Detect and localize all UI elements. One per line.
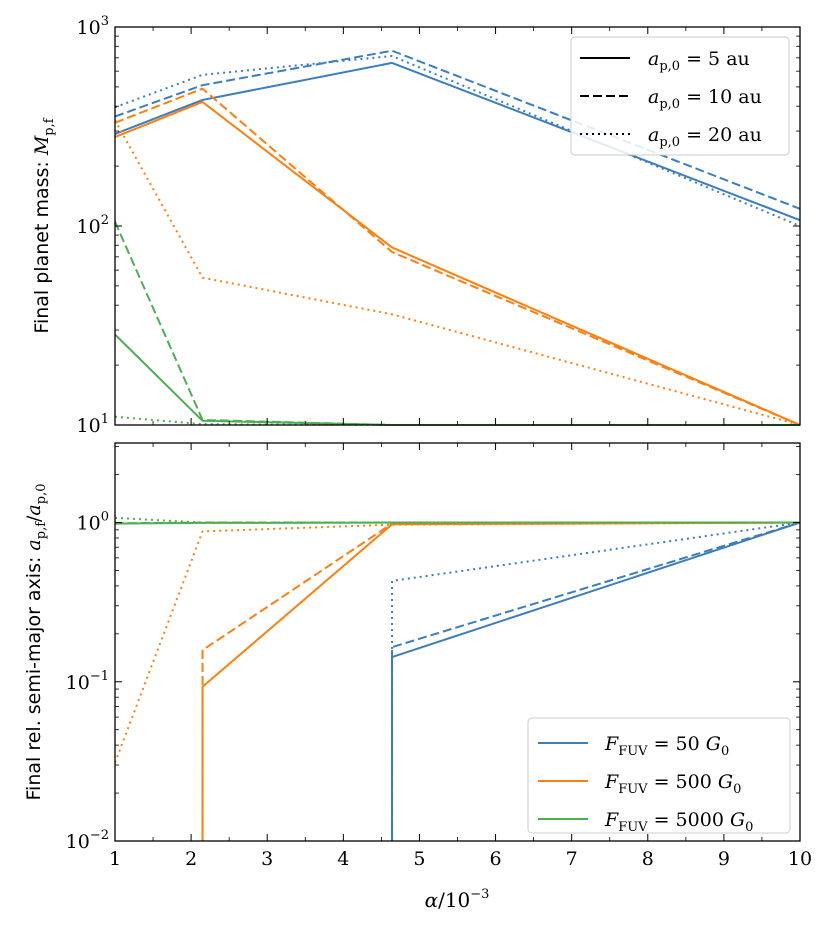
y-tick-label: 102: [77, 213, 109, 238]
axis-ylabel: Final rel. semi-major axis: ap,f/ap,0: [23, 484, 49, 801]
mass-series-line: [114, 49, 801, 210]
mass-legend: ap,0 = 5 au ap,0 = 10 au ap,0 = 20 au: [570, 36, 790, 156]
axis-series-line: [114, 516, 800, 524]
x-tick-label: 2: [185, 848, 197, 870]
mass-legend-box: [570, 36, 790, 156]
axis-xlabel: α/10−3: [425, 887, 490, 912]
x-tick-label: 3: [261, 848, 273, 870]
x-tick-label: 4: [337, 848, 349, 870]
y-tick-label: 101: [77, 412, 109, 437]
flux-legend-label: FFUV = 500 G0: [604, 771, 741, 797]
mass-series-line: [114, 221, 800, 426]
axis-axis-ticks: 10−2 10−1 100 1 2 3 4 5 6 7 8 9 10: [66, 443, 812, 870]
mass-series-line: [114, 100, 801, 426]
y-tick-label: 103: [77, 14, 109, 39]
y-tick-label: 100: [77, 510, 109, 535]
axis-plot-frame: [114, 442, 801, 842]
x-tick-label: 1: [109, 848, 121, 870]
mass-series-line: [114, 119, 801, 426]
flux-legend-box: [527, 717, 791, 834]
axis-series-line: [201, 521, 801, 841]
mass-plot-frame: [114, 26, 801, 426]
y-tick-label: 10−2: [66, 828, 109, 853]
mass-series-line: [114, 87, 801, 426]
axis-series-lines: [114, 516, 801, 841]
y-tick-label: 10−1: [66, 669, 109, 694]
flux-legend: FFUV = 50 G0 FFUV = 500 G0 FFUV = 5000 G0: [527, 717, 791, 835]
x-tick-label: 7: [566, 848, 578, 870]
mass-legend-label: ap,0 = 20 au: [648, 124, 762, 150]
x-tick-label: 5: [413, 848, 425, 870]
mass-axis-ticks: 101 102 103: [77, 14, 801, 437]
mass-legend-label: ap,0 = 10 au: [648, 86, 762, 112]
mass-panel: 101 102 103 Final planet mass: Mp,f ap,0 =…: [31, 14, 801, 437]
mass-ylabel: Final planet mass: Mp,f: [31, 117, 57, 333]
axis-series-line: [391, 521, 801, 841]
flux-legend-label: FFUV = 50 G0: [604, 733, 729, 759]
x-tick-label: 6: [490, 848, 502, 870]
x-tick-label: 10: [788, 848, 812, 870]
mass-legend-label: ap,0 = 5 au: [648, 48, 750, 74]
x-tick-label: 8: [642, 848, 654, 870]
axis-series-line: [114, 521, 801, 764]
semi-major-axis-panel: 10−2 10−1 100 1 2 3 4 5 6 7 8 9 10 Final rel. semi-m…: [23, 442, 812, 912]
x-tick-label: 9: [718, 848, 730, 870]
flux-legend-label: FFUV = 5000 G0: [604, 809, 753, 835]
